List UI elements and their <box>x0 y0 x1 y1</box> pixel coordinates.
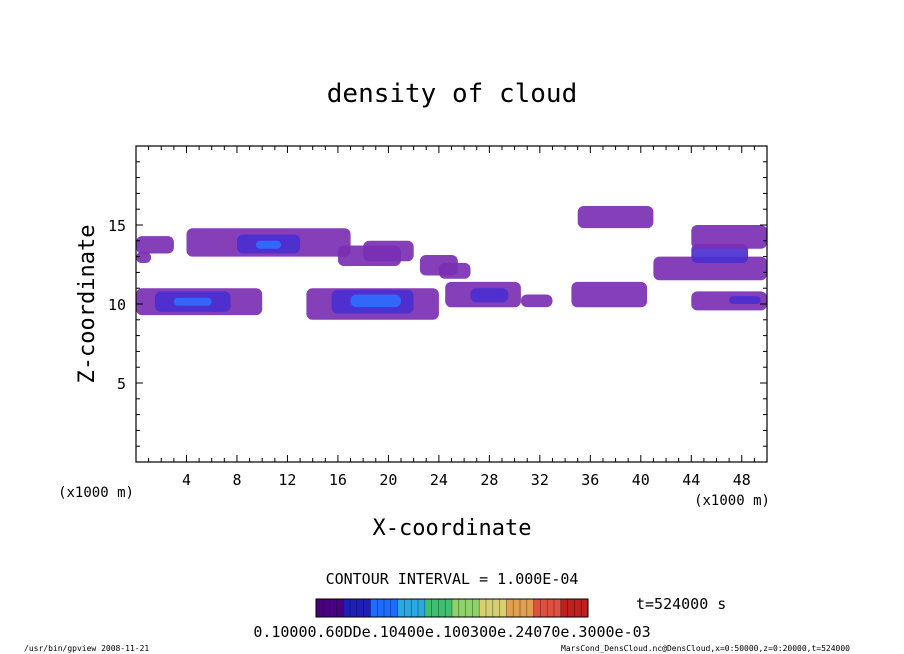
cloud-cell-24 <box>729 296 761 304</box>
x-tick-label: 4 <box>182 471 191 489</box>
y-axis-label: Z-coordinate <box>75 225 100 384</box>
y-axis: 5 10 15 <box>108 161 767 447</box>
colorbar-frame <box>315 598 589 618</box>
y-tick-label: 10 <box>108 296 126 314</box>
x-tick-label: 40 <box>632 471 650 489</box>
cloud-cell-17 <box>520 294 553 308</box>
cloud-cell-19 <box>577 206 654 229</box>
footer-left: /usr/bin/gpview 2008-11-21 <box>24 644 149 653</box>
footer-right: MarsCond_DensCloud.nc@DensCloud,x=0:5000… <box>561 644 850 653</box>
y-tick-label: 15 <box>108 217 126 235</box>
x-axis: 4 8 12 16 20 24 28 32 36 40 44 48 <box>148 146 755 489</box>
cloud-cell-22 <box>691 225 767 249</box>
x-tick-label: 28 <box>480 471 498 489</box>
y-tick-label: 5 <box>117 375 126 393</box>
time-label: t=524000 s <box>636 595 726 613</box>
colorbar <box>315 598 589 618</box>
x-tick-label: 16 <box>329 471 347 489</box>
x-tick-label: 36 <box>581 471 599 489</box>
cloud-cell-1 <box>136 251 152 263</box>
cloud-cell-18 <box>571 281 648 308</box>
x-unit-left: (x1000 m) <box>58 485 134 501</box>
contour-interval-label: CONTOUR INTERVAL = 1.000E-04 <box>326 570 579 588</box>
x-axis-label: X-coordinate <box>373 516 532 541</box>
cloud-cell-21 <box>691 244 749 263</box>
x-tick-label: 24 <box>430 471 448 489</box>
cloud-cell-16 <box>470 288 509 303</box>
x-tick-label: 32 <box>531 471 549 489</box>
cloud-cell-6 <box>363 240 414 262</box>
x-unit-right: (x1000 m) <box>694 493 770 509</box>
x-tick-label: 48 <box>733 471 751 489</box>
x-tick-label: 20 <box>379 471 397 489</box>
cloud-field <box>136 206 767 320</box>
cloud-cell-0 <box>136 236 174 254</box>
cloud-cell-4 <box>255 240 282 249</box>
cloud-cell-11 <box>173 297 212 306</box>
cloud-cell-8 <box>438 262 471 279</box>
x-tick-label: 44 <box>682 471 700 489</box>
colorbar-tick-labels: 0.10000.60DDe.10400e.100300e.24070e.3000… <box>253 623 650 641</box>
cloud-cell-14 <box>350 294 401 308</box>
x-tick-label: 8 <box>232 471 241 489</box>
chart-title: density of cloud <box>327 79 577 109</box>
x-tick-label: 12 <box>278 471 296 489</box>
